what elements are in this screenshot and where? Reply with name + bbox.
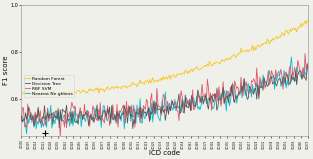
Random Forest [134,83,138,85]
Random Forest [305,19,309,21]
Nearest Ne ghbors [290,56,293,58]
Random Forest [306,20,310,22]
Decision Tree [44,118,48,120]
Line: Random Forest: Random Forest [21,20,308,97]
Nearest Ne ghbors [25,133,28,135]
Random Forest [268,43,271,45]
Random Forest [98,88,102,90]
Y-axis label: F1 score: F1 score [3,56,9,85]
Random Forest [19,92,23,94]
Decision Tree [246,97,250,99]
Nearest Ne ghbors [19,117,23,119]
Nearest Ne ghbors [246,83,250,84]
X-axis label: ICD code: ICD code [149,150,180,156]
Legend: Random Forest, Decision Tree, RBF SVM, Nearest Ne ghbors: Random Forest, Decision Tree, RBF SVM, N… [23,75,74,97]
RBF SVM [303,53,307,55]
Decision Tree [131,128,135,130]
Nearest Ne ghbors [45,127,49,128]
Decision Tree [97,115,101,117]
Nearest Ne ghbors [134,122,138,124]
Nearest Ne ghbors [98,108,102,110]
Decision Tree [268,79,271,81]
RBF SVM [44,124,48,126]
Random Forest [220,59,224,61]
Random Forest [45,93,49,95]
Line: Decision Tree: Decision Tree [21,64,308,129]
Nearest Ne ghbors [268,70,271,72]
Nearest Ne ghbors [306,71,310,73]
RBF SVM [98,102,102,104]
RBF SVM [134,112,138,114]
Decision Tree [134,111,138,113]
RBF SVM [268,84,271,86]
Line: Nearest Ne ghbors: Nearest Ne ghbors [21,57,308,134]
RBF SVM [246,91,250,93]
RBF SVM [59,135,62,137]
RBF SVM [220,96,224,98]
Random Forest [246,51,250,52]
Random Forest [33,96,37,97]
Line: RBF SVM: RBF SVM [21,54,308,136]
Decision Tree [220,93,224,95]
Decision Tree [306,63,310,65]
RBF SVM [306,65,310,67]
Decision Tree [19,115,23,117]
RBF SVM [19,120,23,122]
Nearest Ne ghbors [220,92,224,93]
